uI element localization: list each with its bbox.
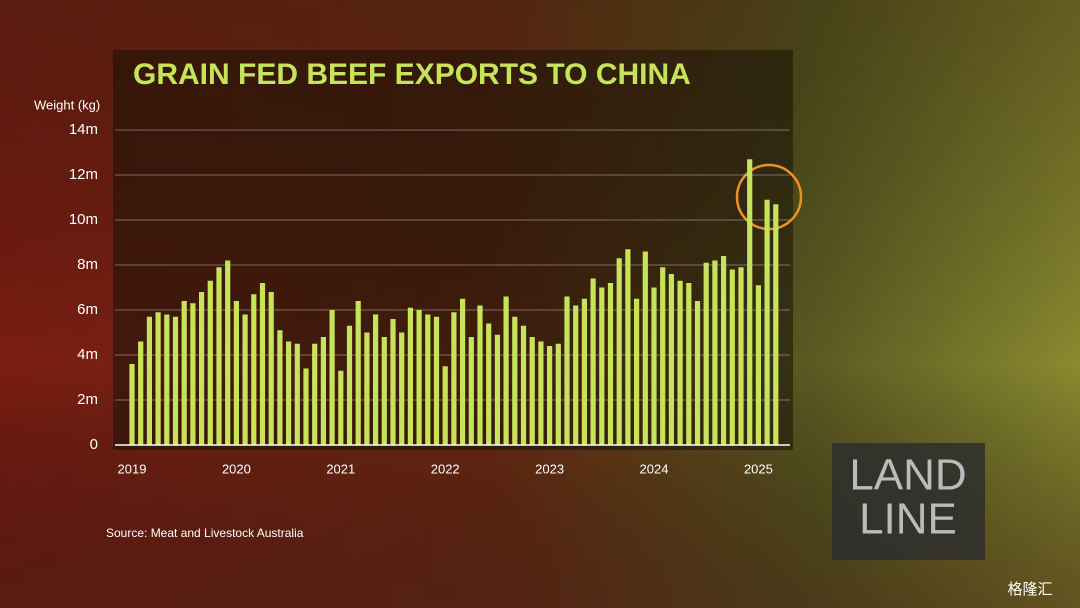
bar — [460, 298, 466, 445]
bar — [486, 323, 492, 445]
logo-text: LAND — [849, 451, 966, 500]
bar — [190, 303, 196, 445]
bar — [607, 283, 614, 445]
bar — [503, 296, 509, 445]
bar — [529, 337, 535, 445]
bar — [346, 325, 353, 445]
bar — [399, 332, 405, 445]
bar — [381, 337, 387, 445]
x-tick-label: 2020 — [222, 461, 251, 476]
bar — [172, 316, 179, 445]
y-tick-label: 4m — [77, 346, 98, 363]
y-axis-label: Weight (kg) — [34, 97, 100, 112]
logo-box — [832, 443, 985, 560]
bar — [146, 316, 152, 445]
y-tick-label: 12m — [69, 166, 98, 183]
bar — [390, 319, 396, 445]
bar — [164, 314, 170, 445]
bar — [677, 280, 683, 445]
bar — [199, 292, 205, 445]
bar — [216, 267, 222, 445]
bar — [138, 341, 144, 445]
x-tick-label: 2024 — [640, 461, 669, 476]
bar — [668, 274, 674, 445]
bar — [538, 341, 544, 445]
bar — [268, 292, 274, 445]
bar — [329, 310, 335, 445]
bar — [547, 346, 553, 445]
bar — [251, 294, 257, 445]
bar — [564, 296, 570, 445]
bar — [477, 305, 483, 445]
x-tick-label: 2022 — [431, 461, 460, 476]
y-tick-label: 6m — [77, 301, 98, 318]
bar — [712, 260, 718, 445]
bar — [433, 316, 440, 445]
bar — [764, 199, 770, 445]
y-tick-label: 2m — [77, 391, 98, 408]
x-tick-label: 2021 — [326, 461, 355, 476]
bar — [634, 298, 640, 445]
x-tick-label: 2025 — [744, 461, 773, 476]
bar — [303, 368, 309, 445]
bar — [625, 249, 631, 445]
bar — [555, 343, 561, 445]
bar — [660, 267, 666, 445]
bar — [686, 283, 692, 445]
bar — [773, 204, 779, 445]
bar — [468, 337, 474, 445]
bar — [312, 343, 318, 445]
chart-title: GRAIN FED BEEF EXPORTS TO CHINA — [133, 58, 691, 91]
bar — [590, 278, 596, 445]
bar — [286, 341, 292, 445]
bar — [364, 332, 370, 445]
bar — [694, 301, 701, 445]
bar — [259, 283, 266, 445]
bar — [616, 258, 622, 445]
bar — [294, 343, 300, 445]
logo-text: LINE — [859, 495, 957, 544]
bar — [225, 260, 231, 445]
bar — [599, 287, 605, 445]
bar — [155, 312, 161, 445]
x-tick-label: 2023 — [535, 461, 564, 476]
bar — [207, 280, 213, 445]
bar — [181, 301, 187, 445]
bar — [729, 269, 735, 445]
bar — [129, 364, 135, 445]
bar — [320, 337, 326, 445]
bar — [512, 316, 518, 445]
y-tick-label: 8m — [77, 256, 98, 273]
bar — [703, 262, 709, 445]
bar — [755, 285, 761, 445]
bar — [581, 298, 587, 445]
bar — [651, 287, 657, 445]
bar — [425, 314, 431, 445]
bar — [338, 370, 344, 445]
bar — [747, 159, 753, 445]
bar — [721, 256, 727, 445]
y-tick-label: 0 — [90, 436, 98, 453]
bar — [233, 301, 239, 445]
bar — [442, 366, 448, 445]
x-tick-label: 2019 — [118, 461, 147, 476]
bar — [407, 307, 413, 445]
bar — [355, 301, 361, 445]
bar — [373, 314, 379, 445]
bar — [738, 267, 744, 445]
bar — [642, 251, 648, 445]
bar — [573, 305, 579, 445]
watermark: 格隆汇 — [1007, 581, 1052, 598]
bar — [451, 312, 457, 445]
bar — [277, 330, 283, 445]
y-tick-label: 14m — [69, 121, 98, 138]
y-tick-label: 10m — [69, 211, 98, 228]
bar — [416, 310, 422, 445]
bar — [494, 334, 500, 445]
source: Source: Meat and Livestock Australia — [106, 526, 304, 540]
bar — [520, 325, 527, 445]
bar — [242, 314, 248, 445]
